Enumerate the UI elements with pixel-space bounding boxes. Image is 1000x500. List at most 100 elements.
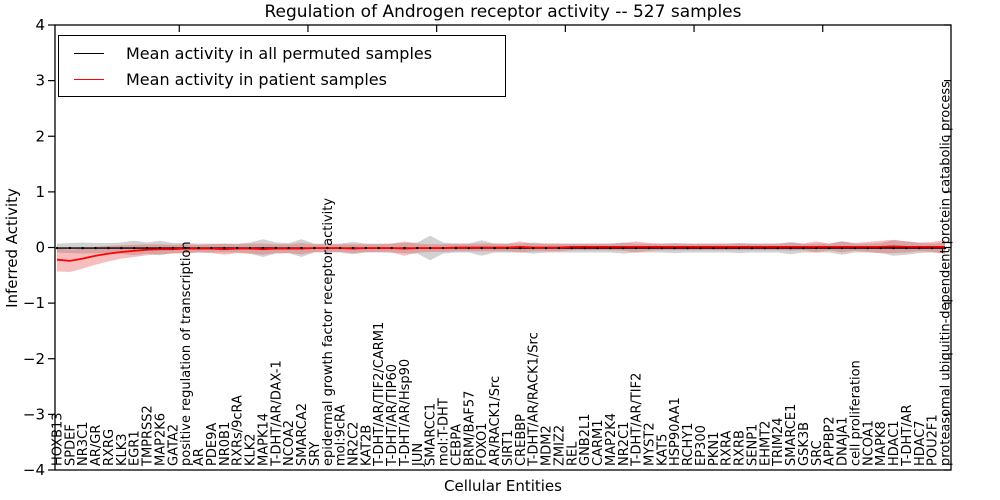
legend-item: Mean activity in patient samples [59,66,505,92]
legend-item: Mean activity in all permuted samples [59,40,505,66]
legend-item-label: Mean activity in all permuted samples [126,43,433,63]
data-point-marker [570,246,573,250]
x-tick-label: NCOA1 [861,420,876,466]
x-tick-label: NR3C1 [76,422,91,466]
data-point-marker [776,246,779,250]
y-tick-label: 4 [35,16,45,34]
data-point-marker [313,246,316,250]
data-point-marker [622,246,625,250]
data-point-marker [699,246,702,250]
y-tick-label: −2 [23,350,45,368]
y-tick-label: 1 [35,183,45,201]
x-tick-label: MAPK8 [874,421,889,466]
x-tick-label: SRY [308,442,323,466]
x-tick-label: TRIM24 [771,417,786,467]
series-line [56,245,945,262]
x-tick-label: EGR1 [128,430,143,466]
data-point-marker [506,246,509,250]
y-tick-label: 2 [35,127,45,145]
data-point-marker [338,246,342,250]
x-tick-label: ZMIZ2 [552,425,567,466]
data-point-marker [248,246,252,250]
x-tick-label: TMPRSS2 [141,405,156,467]
data-point-marker [467,246,470,250]
legend-swatch-line [74,78,104,80]
x-tick-label: MDM2 [540,425,555,466]
y-tick-label: −4 [23,461,45,479]
x-tick-label: proteasomal ubiquitin-dependent protein … [939,81,954,466]
legend-swatch-line [74,52,104,54]
x-tick-label: MYST2 [643,422,658,466]
x-tick-label: MAP2K6 [154,413,169,466]
data-point-marker [364,246,368,250]
data-point-marker [892,246,895,250]
x-tick-label: SENP1 [746,424,761,466]
data-point-marker [673,246,676,250]
x-tick-label: SIRT1 [501,430,516,466]
x-tick-label: mol:T-DHT [437,398,452,466]
x-tick-label: T-DHT/AR/TIP60 [385,364,400,467]
y-tick-label: −1 [23,294,45,312]
data-point-marker [634,246,638,250]
data-point-marker [737,246,741,250]
data-point-marker [55,246,59,250]
x-tick-label: HDAC7 [913,420,928,466]
data-point-marker [403,246,406,250]
x-tick-label: JUN [411,443,426,467]
data-point-marker [763,246,766,250]
data-point-marker [930,246,934,250]
data-point-marker [274,246,277,250]
x-tick-label: HDAC1 [887,420,902,466]
data-point-marker [197,246,200,250]
data-point-marker [789,246,792,250]
x-tick-label: PDE9A [205,423,220,466]
data-point-marker [261,246,265,250]
data-point-marker [828,246,831,250]
x-tick-label: T-DHT/AR/DAX-1 [269,360,284,467]
data-point-marker [81,246,84,250]
data-point-marker [725,246,728,250]
x-tick-label: DNAJA1 [836,417,851,466]
data-point-marker [583,246,586,250]
data-point-marker [840,246,844,250]
data-point-marker [647,246,651,250]
x-tick-label: cell proliferation [848,360,863,466]
x-tick-label: MAP2K4 [604,413,619,466]
x-tick-label: HSP90AA1 [668,397,683,466]
x-tick-label: RXRs/9cRA [231,395,246,466]
data-point-marker [171,246,174,250]
data-point-marker [609,246,612,250]
x-axis-label: Cellular Entities [444,477,562,495]
data-point-marker [145,246,149,250]
data-point-marker [441,246,445,250]
data-point-marker [390,246,393,250]
data-point-marker [68,246,72,250]
x-tick-label: EP300 [694,425,709,466]
data-point-marker [107,246,110,250]
data-point-marker [120,246,123,250]
x-tick-label: KLK2 [244,433,259,466]
x-tick-label: HOXB13 [51,412,66,466]
x-tick-label: RXRG [102,429,117,466]
x-tick-label: BRM/BAF57 [462,391,477,466]
y-axis-label: Inferred Activity [3,188,21,308]
data-point-marker [184,246,187,250]
x-tick-label: FOXO1 [475,423,490,466]
x-tick-label: positive regulation of transcription [179,241,194,466]
data-point-marker [326,246,329,250]
x-tick-label: T-DHT/AR/Hsp90 [398,359,413,467]
x-tick-label: NR2C1 [617,422,632,466]
data-point-marker [493,246,496,250]
x-tick-label: CREBBP [514,414,529,466]
data-point-marker [429,246,432,250]
data-point-marker [236,246,239,250]
x-tick-label: CARM1 [591,420,606,467]
x-tick-label: EHMT2 [758,421,773,466]
x-tick-label: SMARCA2 [295,403,310,466]
x-tick-label: NCOA2 [282,420,297,466]
data-point-marker [351,246,355,250]
x-tick-label: SPDEF [63,424,78,466]
x-tick-label: T-DHT/AR [900,405,915,467]
x-tick-label: T-DHT/AR/RACK1/Src [527,332,542,467]
y-tick-label: 3 [35,72,45,90]
